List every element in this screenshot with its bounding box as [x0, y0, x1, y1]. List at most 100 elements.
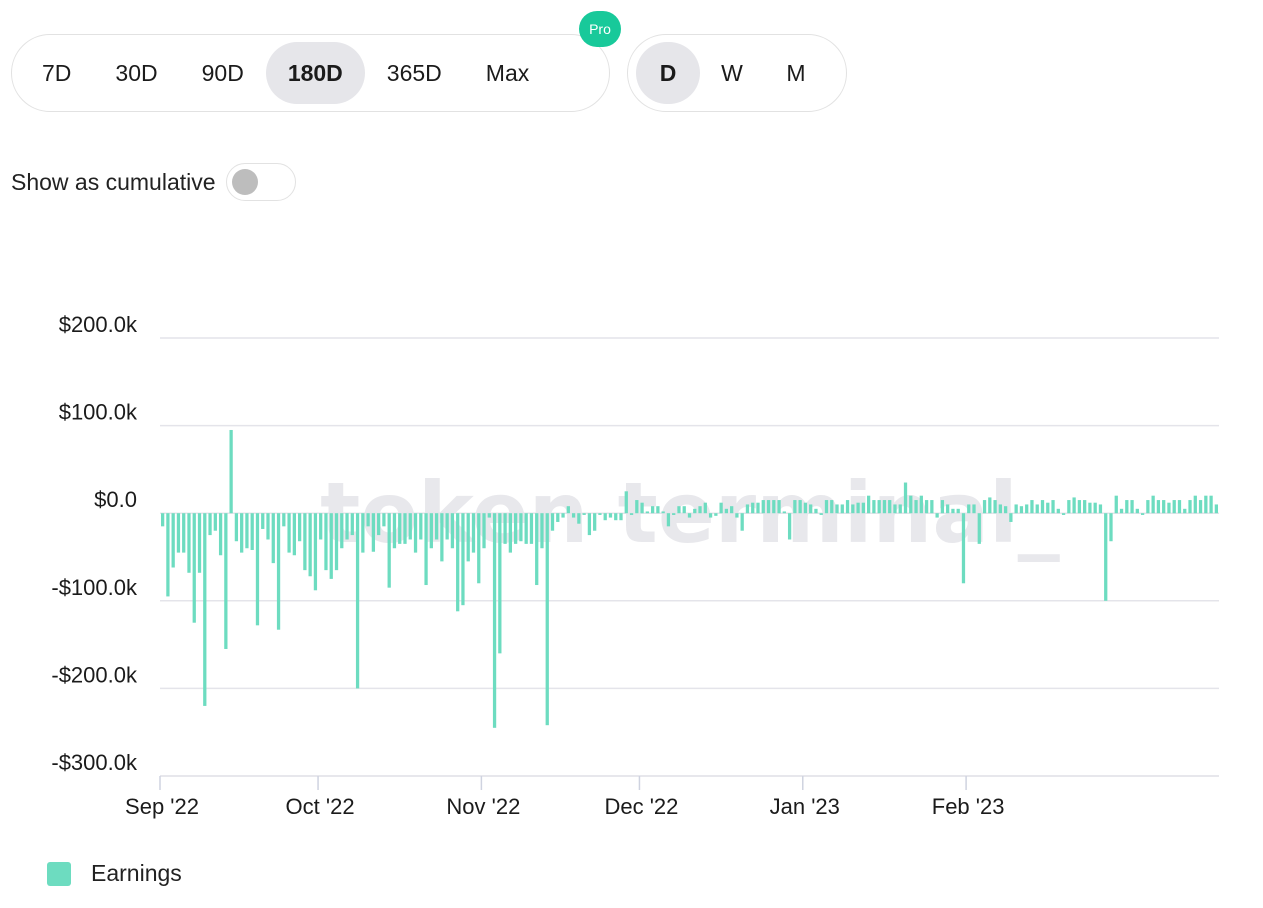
- earnings-bar[interactable]: [740, 513, 744, 531]
- earnings-bar[interactable]: [840, 504, 844, 514]
- earnings-bar[interactable]: [867, 495, 871, 514]
- earnings-bar[interactable]: [1167, 502, 1171, 514]
- earnings-bar[interactable]: [440, 513, 444, 562]
- earnings-bar[interactable]: [803, 502, 808, 514]
- earnings-bar[interactable]: [282, 513, 286, 527]
- earnings-bar[interactable]: [756, 502, 760, 514]
- earnings-bar[interactable]: [445, 513, 449, 540]
- earnings-bar[interactable]: [535, 513, 539, 586]
- earnings-bar[interactable]: [466, 513, 470, 562]
- earnings-bar[interactable]: [1140, 513, 1145, 515]
- earnings-bar[interactable]: [1119, 508, 1124, 514]
- earnings-bar[interactable]: [656, 506, 660, 514]
- earnings-bar[interactable]: [761, 500, 765, 514]
- earnings-bar[interactable]: [708, 513, 713, 518]
- earnings-bar[interactable]: [166, 513, 170, 597]
- earnings-bar[interactable]: [845, 500, 850, 514]
- earnings-bar[interactable]: [1040, 500, 1045, 514]
- earnings-bar[interactable]: [482, 513, 486, 549]
- earnings-bar[interactable]: [830, 500, 834, 514]
- earnings-bar[interactable]: [1214, 504, 1218, 514]
- earnings-bar[interactable]: [387, 513, 391, 588]
- earnings-bar[interactable]: [324, 513, 328, 571]
- earnings-bar[interactable]: [1114, 495, 1118, 514]
- earnings-bar[interactable]: [1009, 513, 1013, 522]
- earnings-bar[interactable]: [197, 513, 202, 573]
- earnings-bar[interactable]: [303, 513, 307, 571]
- earnings-bar[interactable]: [297, 513, 302, 542]
- earnings-bar[interactable]: [271, 513, 275, 564]
- earnings-bar[interactable]: [1104, 513, 1108, 601]
- earnings-bar[interactable]: [545, 513, 549, 726]
- earnings-bar[interactable]: [824, 500, 829, 514]
- earnings-bar[interactable]: [361, 513, 365, 553]
- earnings-bar[interactable]: [229, 429, 233, 514]
- earnings-bar[interactable]: [261, 513, 265, 529]
- earnings-bar[interactable]: [1183, 508, 1187, 514]
- earnings-bar[interactable]: [450, 513, 455, 549]
- earnings-bar[interactable]: [1177, 500, 1182, 514]
- earnings-bar[interactable]: [487, 513, 491, 518]
- earnings-bar[interactable]: [940, 500, 945, 514]
- earnings-bar[interactable]: [1151, 495, 1155, 514]
- earnings-bar[interactable]: [571, 513, 576, 518]
- earnings-bar[interactable]: [424, 513, 428, 586]
- earnings-bar[interactable]: [218, 513, 223, 556]
- earnings-bar[interactable]: [566, 506, 570, 514]
- earnings-bar[interactable]: [919, 495, 923, 514]
- earnings-bar[interactable]: [587, 513, 592, 536]
- earnings-bar[interactable]: [1204, 495, 1208, 514]
- earnings-bar[interactable]: [1051, 500, 1055, 514]
- earnings-bar[interactable]: [703, 502, 707, 514]
- earnings-bar[interactable]: [898, 504, 902, 514]
- earnings-bar[interactable]: [724, 508, 729, 514]
- earnings-bar[interactable]: [1093, 502, 1097, 514]
- earnings-bar[interactable]: [287, 513, 291, 553]
- earnings-bar[interactable]: [377, 513, 381, 536]
- earnings-bar[interactable]: [719, 502, 723, 514]
- earnings-bar[interactable]: [851, 504, 855, 514]
- earnings-bar[interactable]: [1162, 500, 1166, 514]
- earnings-bar[interactable]: [856, 502, 860, 514]
- range-tab-365d[interactable]: 365D: [386, 59, 442, 86]
- range-tab-90d[interactable]: 90D: [201, 59, 244, 86]
- earnings-bar[interactable]: [519, 513, 523, 542]
- earnings-bar[interactable]: [693, 508, 697, 514]
- earnings-bar[interactable]: [1172, 500, 1176, 514]
- earnings-bar[interactable]: [1072, 497, 1076, 514]
- earnings-bar[interactable]: [171, 513, 175, 568]
- earnings-bar[interactable]: [345, 513, 349, 540]
- earnings-bar[interactable]: [735, 513, 739, 518]
- earnings-bar[interactable]: [192, 513, 196, 623]
- earnings-bar[interactable]: [176, 513, 181, 553]
- earnings-bar[interactable]: [877, 500, 881, 514]
- earnings-bar[interactable]: [382, 513, 386, 527]
- earnings-bar[interactable]: [698, 506, 702, 514]
- earnings-bar[interactable]: [903, 482, 908, 514]
- earnings-bar[interactable]: [413, 513, 418, 553]
- earnings-bar[interactable]: [1156, 500, 1161, 514]
- earnings-bar[interactable]: [993, 500, 997, 514]
- earnings-bar[interactable]: [371, 513, 376, 552]
- earnings-bar[interactable]: [1125, 500, 1129, 514]
- earnings-bar[interactable]: [598, 513, 602, 515]
- earnings-bar[interactable]: [1003, 506, 1008, 514]
- earnings-bar[interactable]: [529, 513, 534, 544]
- earnings-bar[interactable]: [234, 513, 239, 542]
- earnings-bar[interactable]: [308, 513, 312, 577]
- earnings-bar[interactable]: [614, 513, 618, 521]
- earnings-bar[interactable]: [1188, 500, 1192, 514]
- earnings-bar[interactable]: [408, 513, 412, 540]
- earnings-bar[interactable]: [1046, 502, 1050, 514]
- earnings-bar[interactable]: [398, 513, 402, 544]
- earnings-bar[interactable]: [687, 513, 692, 518]
- earnings-bar[interactable]: [988, 497, 992, 514]
- earnings-bar[interactable]: [640, 502, 644, 514]
- earnings-bar[interactable]: [682, 506, 686, 514]
- earnings-bar[interactable]: [793, 500, 797, 514]
- earnings-bar[interactable]: [1014, 504, 1018, 514]
- earnings-bar[interactable]: [182, 513, 186, 553]
- earnings-bar[interactable]: [1130, 500, 1134, 514]
- earnings-bar[interactable]: [1198, 500, 1203, 514]
- earnings-bar[interactable]: [1109, 513, 1113, 542]
